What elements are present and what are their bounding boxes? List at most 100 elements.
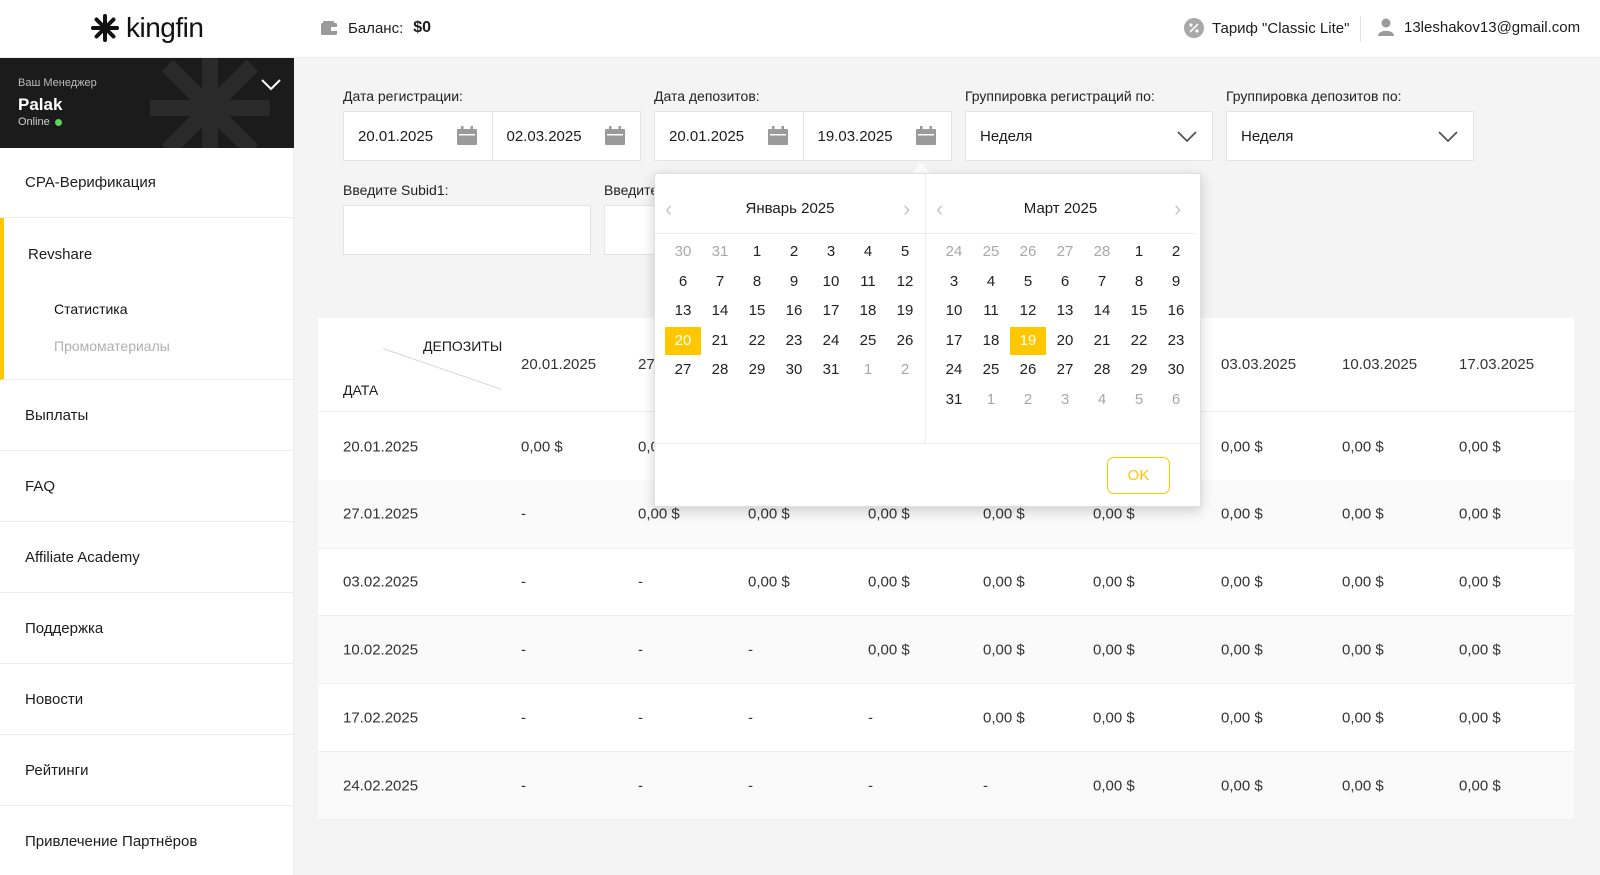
sidebar-item-ratings[interactable]: Рейтинги bbox=[0, 735, 294, 806]
calendar-day[interactable]: 24 bbox=[945, 361, 963, 379]
calendar-day[interactable]: 28 bbox=[711, 361, 729, 379]
column-header[interactable]: 27 bbox=[638, 356, 655, 373]
calendar-day[interactable]: 28 bbox=[1093, 243, 1111, 260]
calendar-day[interactable]: 17 bbox=[945, 331, 963, 349]
calendar-day[interactable]: 2 bbox=[1171, 243, 1181, 260]
calendar-day[interactable]: 16 bbox=[785, 302, 803, 320]
calendar-day[interactable]: 19 bbox=[896, 302, 914, 320]
calendar-day[interactable]: 26 bbox=[896, 331, 914, 349]
calendar-day[interactable]: 25 bbox=[859, 331, 877, 349]
sidebar-item-faq[interactable]: FAQ bbox=[0, 451, 294, 522]
reg-date-from[interactable]: 20.01.2025 bbox=[344, 112, 493, 160]
sidebar-item-affiliate-academy[interactable]: Affiliate Academy bbox=[0, 522, 294, 593]
calendar-day[interactable]: 20 bbox=[1056, 331, 1074, 349]
calendar-day[interactable]: 14 bbox=[1093, 302, 1111, 320]
calendar-day[interactable]: 4 bbox=[1097, 391, 1107, 408]
calendar-day[interactable]: 17 bbox=[822, 302, 840, 320]
calendar-day[interactable]: 31 bbox=[945, 391, 963, 408]
calendar-day[interactable]: 26 bbox=[1019, 243, 1037, 260]
calendar-day[interactable]: 30 bbox=[674, 243, 692, 260]
next-month-icon[interactable]: › bbox=[1174, 196, 1182, 221]
calendar-day[interactable]: 27 bbox=[1056, 361, 1074, 379]
calendar-day[interactable]: 31 bbox=[822, 361, 840, 379]
column-header[interactable]: 17.03.2025 bbox=[1459, 356, 1535, 373]
calendar-day[interactable]: 13 bbox=[1056, 302, 1074, 320]
sidebar-item-cpa-verification[interactable]: CPA-Верификация bbox=[0, 148, 294, 218]
calendar-day[interactable]: 7 bbox=[1097, 272, 1107, 290]
calendar-day[interactable]: 23 bbox=[785, 331, 803, 349]
calendar-day[interactable]: 27 bbox=[1056, 243, 1074, 260]
chevron-down-icon[interactable] bbox=[260, 78, 282, 92]
logo[interactable]: kingfin bbox=[90, 12, 204, 44]
calendar-day[interactable]: 7 bbox=[715, 272, 725, 290]
calendar-day[interactable]: 13 bbox=[674, 302, 692, 320]
calendar-day[interactable]: 25 bbox=[982, 243, 1000, 260]
calendar-day[interactable]: 1 bbox=[986, 391, 996, 408]
calendar-day[interactable]: 18 bbox=[859, 302, 877, 320]
calendar-day[interactable]: 2 bbox=[1023, 391, 1033, 408]
calendar-day[interactable]: 30 bbox=[785, 361, 803, 379]
sidebar-item-payouts[interactable]: Выплаты bbox=[0, 380, 294, 451]
calendar-day[interactable]: 12 bbox=[896, 272, 914, 290]
prev-month-icon[interactable]: ‹ bbox=[665, 196, 673, 221]
calendar-day[interactable]: 28 bbox=[1093, 361, 1111, 379]
sidebar-item-revshare[interactable]: Revshare bbox=[0, 218, 294, 380]
calendar-day[interactable]: 10 bbox=[822, 272, 840, 290]
dep-date-from[interactable]: 20.01.2025 bbox=[655, 112, 804, 160]
calendar-day[interactable]: 25 bbox=[982, 361, 1000, 379]
calendar-day[interactable]: 26 bbox=[1019, 361, 1037, 379]
next-month-icon[interactable]: › bbox=[903, 196, 911, 221]
calendar-day[interactable]: 6 bbox=[1171, 391, 1181, 408]
calendar-day[interactable]: 15 bbox=[748, 302, 766, 320]
calendar-day[interactable]: 5 bbox=[900, 243, 910, 260]
calendar-day[interactable]: 2 bbox=[900, 361, 910, 379]
calendar-day[interactable]: 22 bbox=[748, 331, 766, 349]
reg-date-to[interactable]: 02.03.2025 bbox=[493, 112, 641, 160]
calendar-day[interactable]: 9 bbox=[1171, 272, 1181, 290]
calendar-day[interactable]: 15 bbox=[1130, 302, 1148, 320]
calendar-day[interactable]: 16 bbox=[1167, 302, 1185, 320]
calendar-day[interactable]: 6 bbox=[678, 272, 688, 290]
calendar-day[interactable]: 14 bbox=[711, 302, 729, 320]
calendar-day[interactable]: 22 bbox=[1130, 331, 1148, 349]
column-header[interactable]: 20.01.2025 bbox=[521, 356, 597, 373]
calendar-day[interactable]: 23 bbox=[1167, 331, 1185, 349]
calendar-day[interactable]: 11 bbox=[860, 272, 876, 290]
calendar-day[interactable]: 1 bbox=[863, 361, 873, 379]
calendar-day[interactable]: 21 bbox=[711, 331, 729, 349]
column-header[interactable]: 10.03.2025 bbox=[1342, 356, 1418, 373]
calendar-day[interactable]: 2 bbox=[789, 243, 799, 260]
sidebar-subitem-statistics[interactable]: Статистика bbox=[54, 301, 128, 317]
calendar-day[interactable]: 4 bbox=[986, 272, 996, 290]
sidebar-subitem-promo[interactable]: Промоматериалы bbox=[54, 338, 170, 354]
calendar-day[interactable]: 10 bbox=[945, 302, 963, 320]
calendar-day[interactable]: 12 bbox=[1019, 302, 1037, 320]
prev-month-icon[interactable]: ‹ bbox=[936, 196, 944, 221]
calendar-day[interactable]: 1 bbox=[1134, 243, 1144, 260]
column-header[interactable]: 03.03.2025 bbox=[1221, 356, 1297, 373]
calendar-day[interactable]: 8 bbox=[1134, 272, 1144, 290]
dep-date-to[interactable]: 19.03.2025 bbox=[804, 112, 952, 160]
calendar-day[interactable]: 4 bbox=[863, 243, 873, 260]
calendar-day[interactable]: 11 bbox=[983, 302, 999, 320]
manager-card[interactable]: Ваш Менеджер Palak Online bbox=[0, 58, 294, 148]
ok-button[interactable]: OK bbox=[1107, 457, 1170, 494]
calendar-day-selected[interactable]: 19 bbox=[1010, 326, 1046, 355]
calendar-day[interactable]: 8 bbox=[752, 272, 762, 290]
calendar-day[interactable]: 18 bbox=[982, 331, 1000, 349]
calendar-day[interactable]: 29 bbox=[748, 361, 766, 379]
sidebar-item-news[interactable]: Новости bbox=[0, 664, 294, 735]
calendar-day[interactable]: 30 bbox=[1167, 361, 1185, 379]
calendar-day[interactable]: 31 bbox=[711, 243, 729, 260]
tariff[interactable]: Тариф "Classic Lite" bbox=[1184, 18, 1349, 38]
calendar-day[interactable]: 9 bbox=[789, 272, 799, 290]
sidebar-item-partner-referral[interactable]: Привлечение Партнёров bbox=[0, 806, 294, 875]
calendar-day[interactable]: 5 bbox=[1023, 272, 1033, 290]
calendar-day[interactable]: 24 bbox=[945, 243, 963, 260]
dep-group-select[interactable]: Неделя bbox=[1226, 111, 1474, 161]
calendar-day[interactable]: 24 bbox=[822, 331, 840, 349]
calendar-day[interactable]: 21 bbox=[1093, 331, 1111, 349]
user-menu[interactable]: 13leshakov13@gmail.com bbox=[1378, 18, 1580, 36]
calendar-day[interactable]: 29 bbox=[1130, 361, 1148, 379]
calendar-day-selected[interactable]: 20 bbox=[665, 326, 701, 355]
